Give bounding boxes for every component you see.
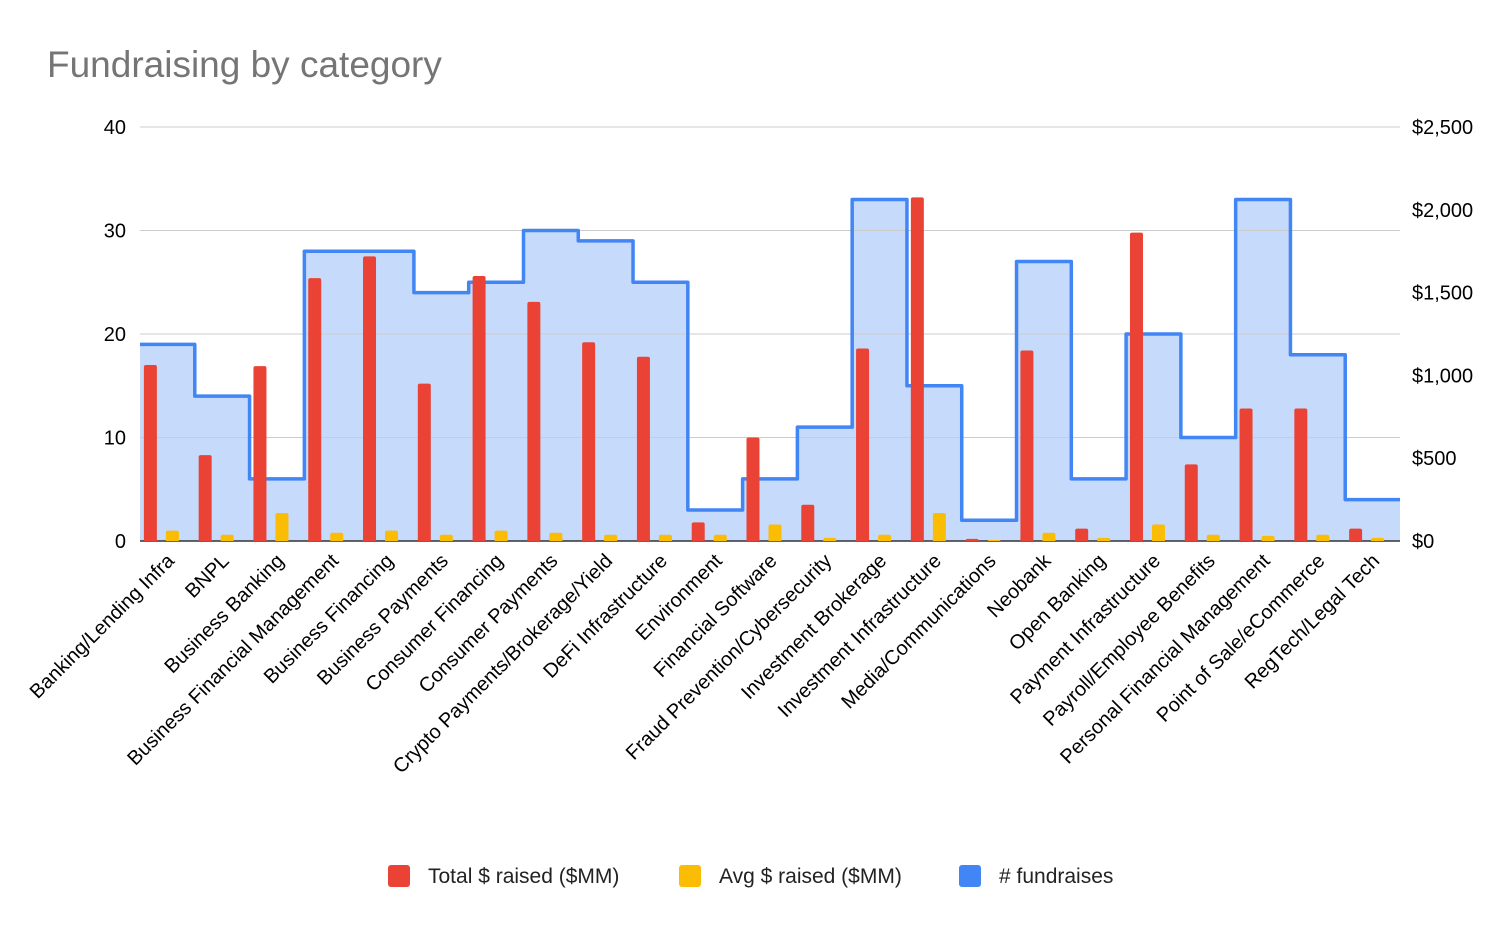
- legend-swatch: [679, 865, 701, 887]
- y2-tick-label: $1,500: [1412, 283, 1473, 305]
- y-tick-label: 30: [104, 221, 126, 243]
- avg-raised-bar: [1151, 524, 1165, 541]
- total-raised-bar: [1129, 232, 1143, 541]
- fundraises-line-layer: [140, 197, 1400, 523]
- legend-swatch: [959, 865, 981, 887]
- total-raised-bar: [1020, 350, 1034, 541]
- avg-raised-bar: [165, 530, 179, 541]
- y-axis-left: 0 10 20 30 40: [104, 117, 126, 553]
- avg-raised-bar: [658, 534, 672, 541]
- y-tick-label: 40: [104, 117, 126, 139]
- bar-layer: [143, 197, 1385, 542]
- total-raised-bar: [582, 342, 596, 541]
- avg-raised-bar: [275, 513, 289, 541]
- avg-raised-bar: [823, 537, 837, 541]
- x-category-label: Open Banking: [1005, 550, 1110, 655]
- total-raised-bar: [198, 455, 212, 541]
- total-raised-bar: [691, 522, 705, 541]
- avg-raised-bar: [385, 530, 399, 541]
- legend-label: Total $ raised ($MM): [428, 865, 619, 888]
- total-raised-bar: [1294, 408, 1308, 541]
- total-raised-bar: [472, 276, 486, 541]
- total-raised-bar: [527, 301, 541, 541]
- avg-raised-bar: [1097, 537, 1111, 541]
- legend-label: # fundraises: [999, 865, 1113, 888]
- avg-raised-bar: [768, 524, 782, 541]
- fundraises-line: [140, 197, 1400, 523]
- avg-raised-bar: [1261, 535, 1275, 541]
- y-tick-label: 20: [104, 324, 126, 346]
- x-category-label: BNPL: [181, 550, 234, 603]
- total-raised-bar: [308, 278, 322, 541]
- fundraises-area-layer: [140, 199, 1400, 541]
- y2-tick-label: $1,000: [1412, 365, 1473, 387]
- total-raised-bar: [1239, 408, 1253, 541]
- total-raised-bar: [801, 504, 815, 541]
- total-raised-bar: [636, 356, 650, 541]
- avg-raised-bar: [439, 534, 453, 541]
- legend-swatch: [388, 865, 410, 887]
- avg-raised-bar: [932, 513, 946, 541]
- legend: Total $ raised ($MM) Avg $ raised ($MM) # …: [388, 865, 1113, 888]
- total-raised-bar: [910, 197, 924, 541]
- avg-raised-bar: [1042, 532, 1056, 541]
- total-raised-bar: [253, 366, 267, 541]
- avg-raised-bar: [549, 532, 563, 541]
- total-raised-bar: [746, 437, 760, 541]
- total-raised-bar: [856, 348, 870, 541]
- legend-label: Avg $ raised ($MM): [719, 865, 902, 888]
- y2-tick-label: $2,000: [1412, 200, 1473, 222]
- y-tick-label: 10: [104, 428, 126, 450]
- avg-raised-bar: [220, 534, 234, 541]
- avg-raised-bar: [713, 534, 727, 541]
- total-raised-bar: [1075, 528, 1089, 541]
- fundraises-area: [140, 199, 1400, 541]
- total-raised-bar: [965, 538, 979, 541]
- y-tick-label: 0: [115, 531, 126, 553]
- chart-title: Fundraising by category: [47, 44, 442, 85]
- total-raised-bar: [417, 383, 431, 541]
- avg-raised-bar: [1316, 534, 1330, 541]
- y-axis-right: $0 $500 $1,000 $1,500 $2,000 $2,500: [1412, 117, 1473, 553]
- y2-tick-label: $2,500: [1412, 117, 1473, 139]
- avg-raised-bar: [330, 532, 344, 541]
- avg-raised-bar: [494, 530, 508, 541]
- avg-raised-bar: [878, 534, 892, 541]
- total-raised-bar: [1184, 464, 1198, 541]
- total-raised-bar: [1349, 528, 1363, 541]
- y2-tick-label: $500: [1412, 448, 1457, 470]
- avg-raised-bar: [604, 534, 618, 541]
- avg-raised-bar: [1371, 537, 1385, 541]
- avg-raised-bar: [1206, 534, 1220, 541]
- total-raised-bar: [143, 365, 157, 541]
- avg-raised-bar: [987, 539, 1001, 542]
- x-category-label: Banking/Lending Infra: [26, 549, 180, 703]
- y2-tick-label: $0: [1412, 531, 1434, 553]
- total-raised-bar: [363, 256, 377, 541]
